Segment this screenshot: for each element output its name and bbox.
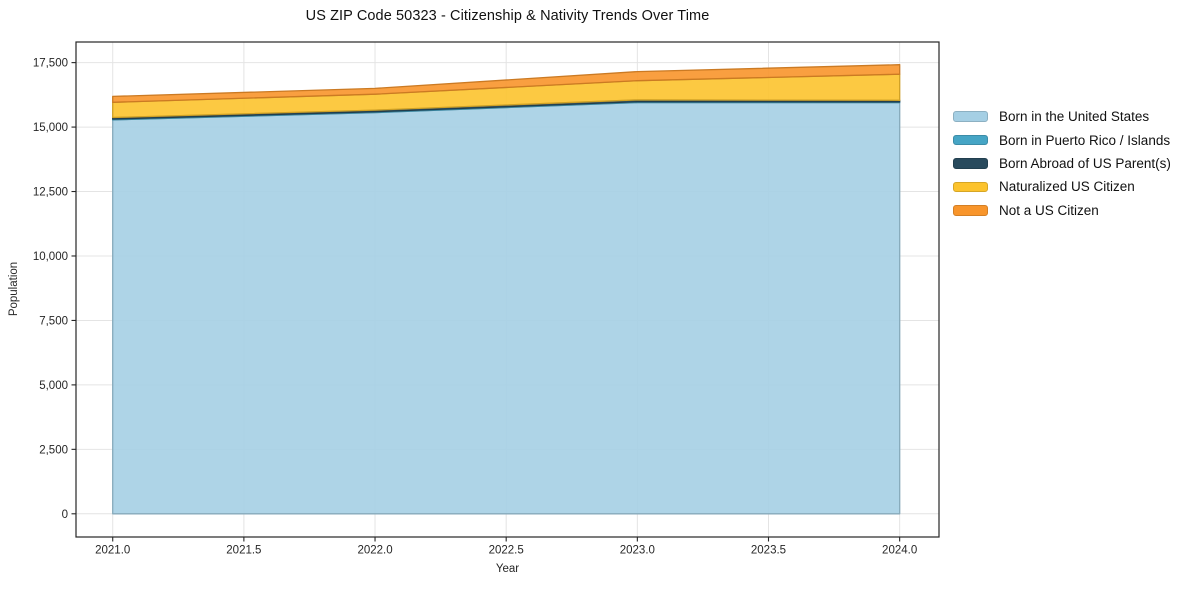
legend-item-born-abroad-of-us-parent-s: Born Abroad of US Parent(s)	[953, 152, 1171, 175]
plot-frame	[75, 41, 940, 538]
legend-label: Naturalized US Citizen	[999, 179, 1135, 195]
x-tick-label: 2023.0	[620, 545, 655, 557]
legend-swatch	[953, 158, 988, 169]
legend-label: Born in the United States	[999, 109, 1150, 125]
y-tick-label: 2,500	[39, 444, 68, 456]
x-axis-label: Year	[495, 563, 520, 575]
legend-item-born-in-the-united-states: Born in the United States	[953, 105, 1171, 128]
x-tick-label: 2021.5	[226, 545, 261, 557]
x-tick-label: 2024.0	[882, 545, 917, 557]
chart-title: US ZIP Code 50323 - Citizenship & Nativi…	[305, 8, 710, 24]
legend-item-not-a-us-citizen: Not a US Citizen	[953, 199, 1171, 222]
y-tick-label: 17,500	[33, 58, 68, 70]
y-tick-label: 15,000	[33, 122, 68, 134]
legend-swatch	[953, 205, 988, 216]
y-tick-label: 0	[62, 509, 68, 521]
y-tick-label: 5,000	[39, 380, 68, 392]
x-tick-label: 2021.0	[95, 545, 130, 557]
legend-swatch	[953, 111, 988, 122]
legend: Born in the United States Born in Puerto …	[953, 105, 1171, 222]
y-tick-label: 7,500	[39, 315, 68, 327]
legend-label: Born Abroad of US Parent(s)	[999, 155, 1171, 171]
legend-swatch	[953, 181, 988, 193]
y-tick-label: 12,500	[33, 187, 68, 199]
y-tick-label: 10,000	[33, 251, 68, 263]
x-tick-label: 2022.0	[357, 545, 392, 557]
x-tick-label: 2022.5	[489, 545, 524, 557]
legend-swatch	[953, 134, 988, 146]
area-series-not-a-us-citizen	[112, 64, 901, 103]
legend-label: Born in Puerto Rico / Islands	[999, 132, 1171, 148]
y-axis-label: Population	[8, 261, 20, 317]
area-series-born-in-the-united-states	[112, 101, 901, 515]
legend-item-born-in-puerto-rico-islands: Born in Puerto Rico / Islands	[953, 128, 1171, 151]
legend-item-naturalized-us-citizen: Naturalized US Citizen	[953, 175, 1171, 198]
legend-label: Not a US Citizen	[999, 202, 1099, 218]
x-tick-label: 2023.5	[751, 545, 786, 557]
